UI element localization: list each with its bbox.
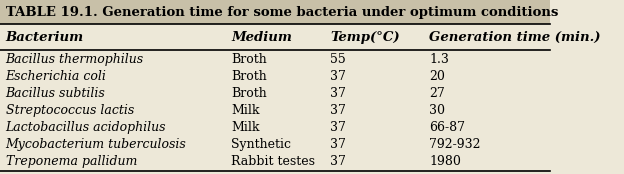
Text: Broth: Broth <box>231 70 267 83</box>
Text: Milk: Milk <box>231 121 260 134</box>
Text: 20: 20 <box>429 70 445 83</box>
Text: 37: 37 <box>330 155 346 168</box>
Text: Bacterium: Bacterium <box>6 31 84 44</box>
Text: Streptococcus lactis: Streptococcus lactis <box>6 104 134 117</box>
Text: Milk: Milk <box>231 104 260 117</box>
Text: 66-87: 66-87 <box>429 121 466 134</box>
Text: Medium: Medium <box>231 31 292 44</box>
Text: Generation time (min.): Generation time (min.) <box>429 31 601 44</box>
Text: 37: 37 <box>330 87 346 100</box>
Text: Bacillus subtilis: Bacillus subtilis <box>6 87 105 100</box>
Text: 1980: 1980 <box>429 155 461 168</box>
Text: Treponema pallidum: Treponema pallidum <box>6 155 137 168</box>
Text: Broth: Broth <box>231 53 267 66</box>
Text: 37: 37 <box>330 104 346 117</box>
Text: 37: 37 <box>330 121 346 134</box>
FancyBboxPatch shape <box>0 0 550 24</box>
Text: 30: 30 <box>429 104 446 117</box>
Text: Rabbit testes: Rabbit testes <box>231 155 315 168</box>
Text: 37: 37 <box>330 138 346 151</box>
Text: Synthetic: Synthetic <box>231 138 291 151</box>
Text: 792-932: 792-932 <box>429 138 481 151</box>
Text: Mycobacterium tuberculosis: Mycobacterium tuberculosis <box>6 138 186 151</box>
Text: Temp(°C): Temp(°C) <box>330 31 400 44</box>
Text: Broth: Broth <box>231 87 267 100</box>
Text: Escherichia coli: Escherichia coli <box>6 70 106 83</box>
Text: 1.3: 1.3 <box>429 53 449 66</box>
Text: Lactobacillus acidophilus: Lactobacillus acidophilus <box>6 121 166 134</box>
Text: 37: 37 <box>330 70 346 83</box>
Text: Bacillus thermophilus: Bacillus thermophilus <box>6 53 144 66</box>
Text: 55: 55 <box>330 53 346 66</box>
Text: 27: 27 <box>429 87 445 100</box>
Text: TABLE 19.1. Generation time for some bacteria under optimum conditions: TABLE 19.1. Generation time for some bac… <box>6 6 558 19</box>
